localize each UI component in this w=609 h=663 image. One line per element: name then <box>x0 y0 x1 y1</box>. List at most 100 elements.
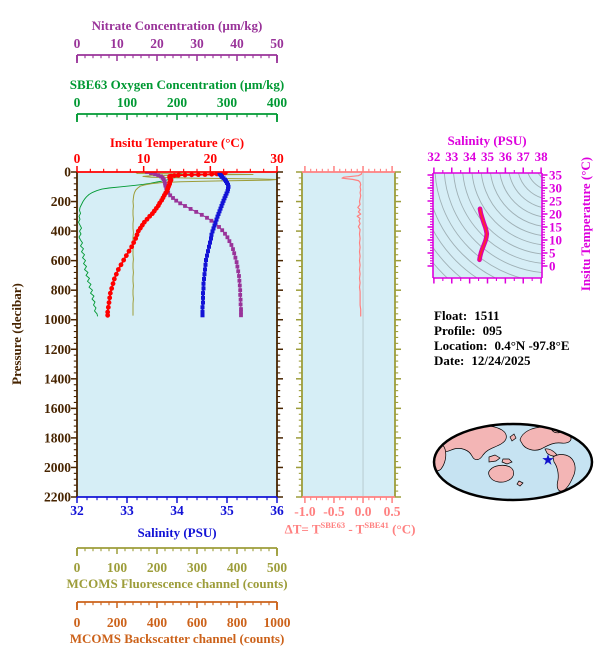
svg-text:36: 36 <box>499 149 513 164</box>
svg-text:30: 30 <box>549 181 562 196</box>
svg-text:600: 600 <box>51 253 72 268</box>
date-row: Date: 12/24/2025 <box>434 353 570 368</box>
delta-t-formula-sup2: SBE41 <box>364 520 389 530</box>
svg-text:1000: 1000 <box>264 615 291 630</box>
world-map <box>432 422 594 502</box>
svg-text:1800: 1800 <box>44 430 71 445</box>
svg-text:0.5: 0.5 <box>384 504 401 519</box>
svg-text:0: 0 <box>74 615 81 630</box>
svg-text:200: 200 <box>51 194 72 209</box>
svg-text:100: 100 <box>117 95 138 110</box>
profile-number-value: 095 <box>482 323 503 338</box>
svg-text:20: 20 <box>204 151 218 166</box>
svg-text:300: 300 <box>217 95 238 110</box>
profile-curves <box>78 172 277 318</box>
svg-text:34: 34 <box>463 149 477 164</box>
profile-number-label: Profile: <box>434 323 476 338</box>
svg-text:200: 200 <box>107 615 128 630</box>
svg-text:38: 38 <box>535 149 549 164</box>
svg-text:0: 0 <box>64 165 71 180</box>
svg-text:300: 300 <box>187 560 208 575</box>
svg-text:-0.5: -0.5 <box>323 504 345 519</box>
fluorescence-axis-title: MCOMS Fluorescence channel (counts) <box>66 576 288 591</box>
main-profile-panel: 0200400600800100012001400160018002000220… <box>44 151 284 518</box>
pressure-axis-title: Pressure (decibar) <box>9 283 24 385</box>
svg-text:33: 33 <box>120 503 134 518</box>
svg-text:40: 40 <box>230 36 244 51</box>
salinity-axis-title: Salinity (PSU) <box>137 525 217 540</box>
svg-text:30: 30 <box>270 151 284 166</box>
svg-text:400: 400 <box>51 224 72 239</box>
svg-text:800: 800 <box>51 283 72 298</box>
svg-text:0: 0 <box>74 95 81 110</box>
svg-text:1600: 1600 <box>44 401 71 416</box>
svg-text:100: 100 <box>107 560 128 575</box>
ts-salinity-axis-title: Salinity (PSU) <box>447 133 527 148</box>
svg-text:2000: 2000 <box>44 460 71 475</box>
date-label: Date: <box>434 353 465 368</box>
svg-text:2200: 2200 <box>44 490 71 505</box>
svg-text:1200: 1200 <box>44 342 71 357</box>
float-info-block: Float: 1511 Profile: 095 Location: 0.4°N -9… <box>434 308 570 368</box>
density-contours <box>433 173 542 278</box>
profile-number-row: Profile: 095 <box>434 323 570 338</box>
svg-text:50: 50 <box>270 36 284 51</box>
delta-t-formula-part: ΔT= T <box>284 521 321 537</box>
svg-text:37: 37 <box>517 149 531 164</box>
delta-t-axis-title: ΔT= TSBE63 - TSBE41 (°C) <box>276 520 424 537</box>
svg-text:800: 800 <box>227 615 248 630</box>
svg-text:-1.0: -1.0 <box>294 504 316 519</box>
svg-text:25: 25 <box>549 194 563 209</box>
svg-text:5: 5 <box>549 246 556 261</box>
svg-text:600: 600 <box>187 615 208 630</box>
svg-text:0: 0 <box>74 560 81 575</box>
svg-text:10: 10 <box>110 36 124 51</box>
float-id-row: Float: 1511 <box>434 308 570 323</box>
backscatter-axis-title: MCOMS Backscatter channel (counts) <box>69 631 285 646</box>
location-label: Location: <box>434 338 488 353</box>
svg-text:35: 35 <box>549 168 563 183</box>
svg-text:10: 10 <box>549 233 562 248</box>
delta-t-panel: -1.0 -0.5 0.0 0.5 <box>294 166 401 519</box>
svg-text:33: 33 <box>445 149 459 164</box>
svg-text:0: 0 <box>74 36 81 51</box>
svg-text:1000: 1000 <box>44 312 71 327</box>
float-id-label: Float: <box>434 308 468 323</box>
svg-text:35: 35 <box>481 149 495 164</box>
temperature-axis-title: Insitu Temperature (°C) <box>109 135 245 150</box>
float-id-value: 1511 <box>474 308 500 323</box>
svg-text:32: 32 <box>70 503 84 518</box>
date-value: 12/24/2025 <box>471 353 531 368</box>
svg-text:32: 32 <box>427 149 440 164</box>
svg-text:500: 500 <box>267 560 288 575</box>
delta-t-formula-part: (°C) <box>388 521 416 537</box>
svg-text:1400: 1400 <box>44 371 71 386</box>
svg-text:20: 20 <box>549 207 562 222</box>
svg-text:35: 35 <box>220 503 234 518</box>
location-value: 0.4°N -97.8°E <box>494 338 570 353</box>
svg-text:0.0: 0.0 <box>355 504 372 519</box>
svg-text:0: 0 <box>74 151 81 166</box>
float-location-star-icon <box>542 454 554 465</box>
svg-text:30: 30 <box>190 36 204 51</box>
svg-text:10: 10 <box>137 151 151 166</box>
svg-text:34: 34 <box>170 503 184 518</box>
svg-text:0: 0 <box>549 259 556 274</box>
oxygen-axis-title: SBE63 Oxygen Concentration (µm/kg) <box>69 77 285 92</box>
svg-text:200: 200 <box>167 95 188 110</box>
ts-temperature-axis-title: Insitu Temperature (°C) <box>578 156 593 292</box>
svg-text:36: 36 <box>270 503 284 518</box>
svg-text:200: 200 <box>147 560 168 575</box>
location-row: Location: 0.4°N -97.8°E <box>434 338 570 353</box>
svg-text:400: 400 <box>267 95 288 110</box>
svg-text:15: 15 <box>549 220 563 235</box>
svg-text:400: 400 <box>147 615 168 630</box>
svg-text:400: 400 <box>227 560 248 575</box>
delta-t-formula-part: - T <box>345 521 365 537</box>
nitrate-axis-title: Nitrate Concentration (µm/kg) <box>91 18 263 33</box>
delta-t-formula-sup1: SBE63 <box>320 520 346 530</box>
